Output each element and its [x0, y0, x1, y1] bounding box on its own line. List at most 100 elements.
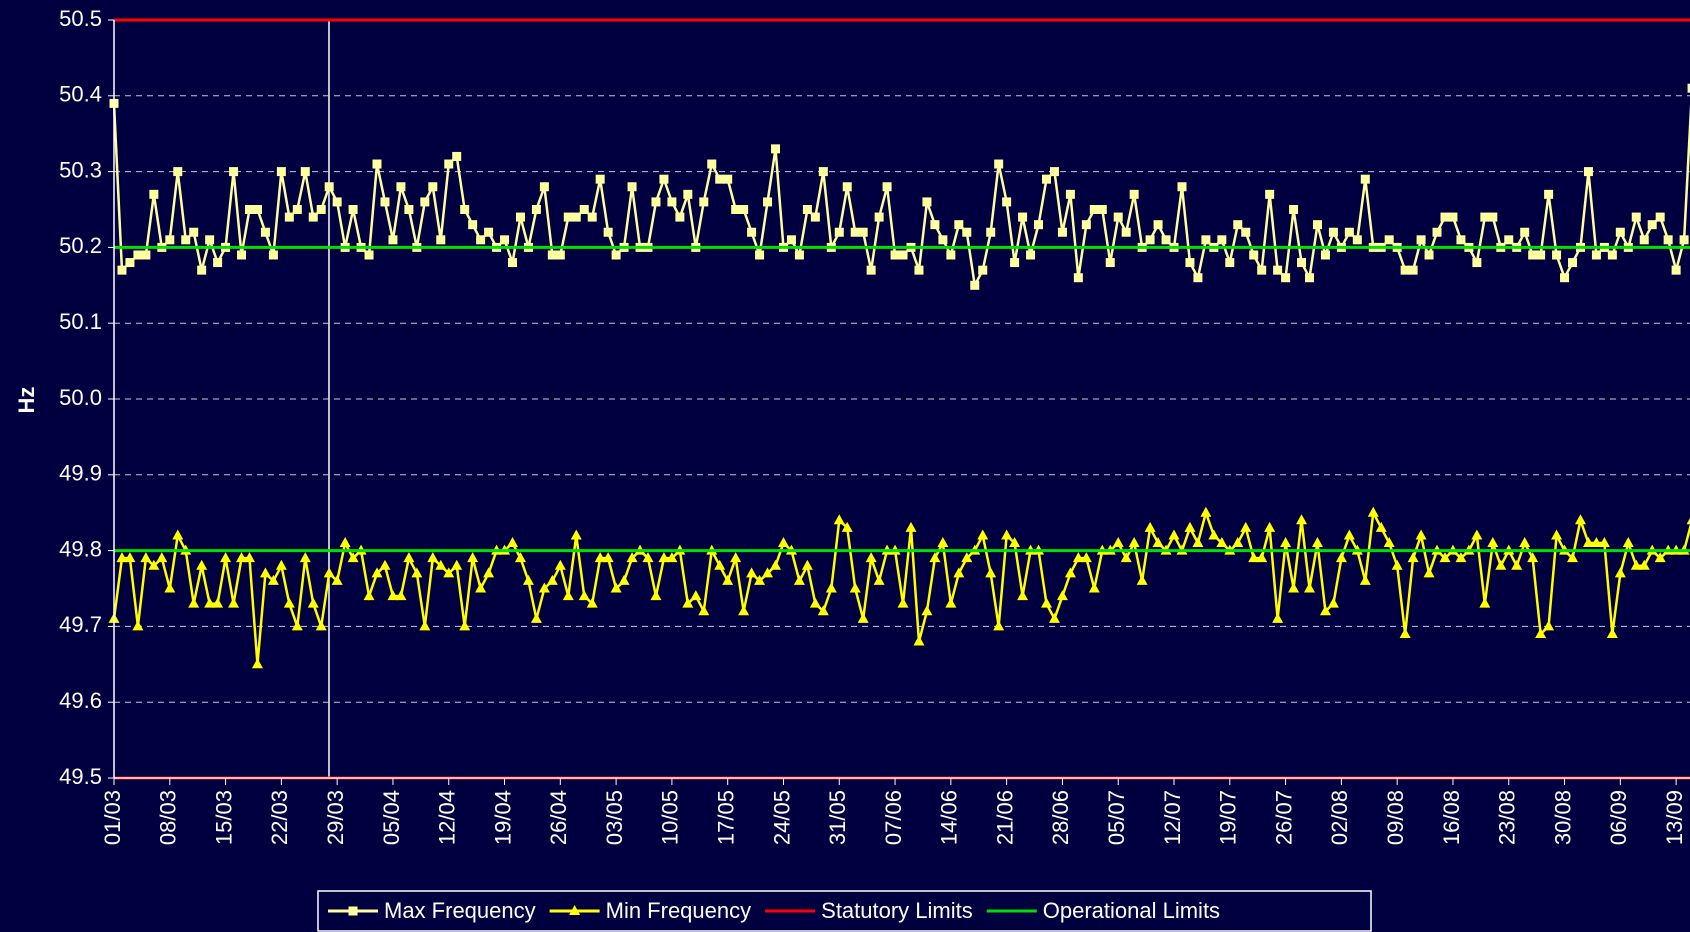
- point-marker: [228, 597, 240, 608]
- point-marker: [323, 567, 335, 578]
- point-marker: [1312, 220, 1322, 230]
- point-marker: [371, 567, 383, 578]
- point-marker: [1416, 235, 1426, 245]
- point-marker: [475, 582, 487, 593]
- point-marker: [842, 182, 852, 192]
- point-marker: [188, 597, 200, 608]
- point-marker: [404, 205, 414, 214]
- point-marker: [817, 605, 829, 616]
- point-marker: [698, 605, 710, 616]
- point-marker: [124, 552, 136, 563]
- point-marker: [1297, 258, 1307, 268]
- point-marker: [818, 167, 828, 177]
- point-marker: [1065, 189, 1075, 199]
- point-marker: [468, 220, 478, 230]
- point-marker: [1655, 212, 1665, 222]
- point-marker: [1009, 537, 1021, 548]
- point-marker: [1010, 258, 1020, 268]
- point-marker: [1240, 521, 1252, 532]
- point-marker: [1089, 205, 1099, 214]
- x-tick-label: 08/03: [156, 790, 181, 845]
- point-marker: [1423, 567, 1435, 578]
- point-marker: [1129, 189, 1139, 199]
- x-tick-label: 06/09: [1606, 790, 1631, 845]
- point-marker: [1528, 250, 1538, 260]
- point-marker: [1256, 552, 1268, 563]
- point-marker: [610, 582, 622, 593]
- point-marker: [372, 159, 382, 169]
- point-marker: [579, 205, 589, 214]
- point-marker: [1017, 590, 1029, 601]
- point-marker: [1456, 235, 1466, 245]
- point-marker: [1064, 567, 1076, 578]
- point-marker: [148, 559, 160, 570]
- point-marker: [667, 197, 677, 207]
- point-marker: [1583, 167, 1593, 177]
- point-marker: [1479, 597, 1491, 608]
- point-marker: [825, 582, 837, 593]
- point-marker: [316, 205, 326, 214]
- point-marker: [1471, 529, 1483, 540]
- point-marker: [212, 597, 224, 608]
- y-tick-label: 50.3: [59, 157, 102, 182]
- point-marker: [1168, 529, 1180, 540]
- point-marker: [1152, 537, 1164, 548]
- point-marker: [1225, 258, 1235, 268]
- x-tick-label: 14/06: [937, 790, 962, 845]
- point-marker: [1200, 506, 1212, 517]
- point-marker: [921, 605, 933, 616]
- point-marker: [348, 205, 358, 214]
- point-marker: [1241, 227, 1251, 237]
- x-tick-label: 05/04: [379, 790, 404, 845]
- point-marker: [451, 559, 463, 570]
- point-marker: [460, 205, 470, 214]
- point-marker: [642, 552, 654, 563]
- point-marker: [1383, 537, 1395, 548]
- point-marker: [1535, 627, 1547, 638]
- point-marker: [905, 521, 917, 532]
- point-marker: [173, 167, 183, 177]
- point-marker: [562, 590, 574, 601]
- legend: Max Frequency Min Frequency Statutory Limi…: [317, 890, 1372, 932]
- point-marker: [1057, 227, 1067, 237]
- point-marker: [1399, 627, 1411, 638]
- point-marker: [946, 250, 956, 260]
- point-marker: [801, 559, 813, 570]
- point-marker: [133, 250, 143, 260]
- point-marker: [1654, 552, 1666, 563]
- point-marker: [259, 567, 271, 578]
- x-tick-label: 07/06: [881, 790, 906, 845]
- point-marker: [396, 182, 406, 192]
- point-marker: [770, 559, 782, 570]
- x-tick-label: 23/08: [1495, 790, 1520, 845]
- point-marker: [977, 529, 989, 540]
- point-marker: [522, 574, 534, 585]
- point-marker: [874, 212, 884, 222]
- point-marker: [1568, 258, 1578, 268]
- point-marker: [197, 265, 207, 275]
- point-marker: [164, 582, 176, 593]
- point-marker: [1359, 574, 1371, 585]
- point-marker: [1305, 273, 1314, 283]
- point-marker: [707, 159, 717, 169]
- point-marker: [1193, 273, 1203, 283]
- point-marker: [738, 605, 750, 616]
- point-marker: [299, 552, 311, 563]
- point-marker: [181, 235, 191, 245]
- point-marker: [531, 205, 541, 214]
- point-marker: [834, 227, 844, 237]
- point-marker: [125, 258, 135, 268]
- point-marker: [156, 552, 168, 563]
- point-marker: [275, 559, 287, 570]
- point-marker: [1273, 265, 1283, 275]
- point-marker: [595, 174, 605, 184]
- point-marker: [546, 574, 558, 585]
- point-marker: [236, 552, 248, 563]
- point-marker: [331, 574, 343, 585]
- point-marker: [1622, 537, 1634, 548]
- point-marker: [1001, 529, 1013, 540]
- point-marker: [1679, 235, 1689, 245]
- point-marker: [810, 212, 820, 222]
- point-marker: [379, 559, 391, 570]
